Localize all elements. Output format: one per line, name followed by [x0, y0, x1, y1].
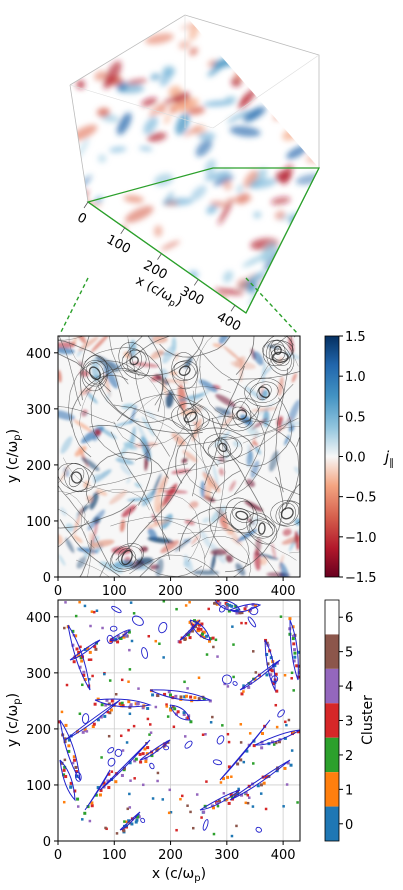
j-parallel-panel: 0 100 200 300 400 0 100 200 300 400 y (c/ωp) [5, 335, 301, 599]
connector-left [59, 277, 89, 335]
mid-x-tick-label: 400 [271, 584, 296, 599]
cube-x-tick [157, 253, 162, 260]
bot-x-tick-label: 200 [158, 848, 183, 863]
mid-x-tick-label: 100 [102, 584, 127, 599]
colorbar-cluster-segment [325, 634, 339, 669]
mid-x-tick-label: 200 [158, 584, 183, 599]
bot-x-axis-label: x (c/ωp) [152, 866, 206, 884]
colorbar-cluster-tick-label: 5 [345, 646, 353, 661]
colorbar-cluster-segment [325, 668, 339, 704]
colorbar-cluster-tick-label: 1 [345, 783, 353, 798]
colorbar-cluster-segment [325, 806, 339, 841]
colorbar-cluster-tick-label: 3 [345, 715, 353, 730]
cube-x-tick [230, 305, 236, 312]
colorbar-j-tick-label: 0.0 [345, 451, 366, 466]
mid-y-axis-label: y (c/ωp) [5, 429, 23, 483]
cube-x-tick-label: 100 [104, 232, 133, 257]
bot-x-tick-label: 100 [102, 848, 127, 863]
colorbar-cluster-segment [325, 600, 339, 635]
mid-y-tick-label: 400 [26, 347, 51, 362]
mid-y-tick-label: 0 [43, 571, 51, 586]
bot-y-tick-label: 300 [26, 667, 51, 682]
colorbar-j-tick-label: −0.5 [345, 491, 377, 506]
colorbar-cluster-segment [325, 772, 339, 807]
cube-x-tick [193, 279, 199, 286]
cube-x-tick-label: 400 [214, 310, 243, 335]
mid-y-tick-label: 300 [26, 403, 51, 418]
cube-x-tick-label: 0 [74, 210, 88, 227]
bot-y-tick-label: 0 [43, 835, 51, 850]
colorbar-cluster-tick-label: 6 [345, 611, 353, 626]
colorbar-cluster-segment [325, 703, 339, 738]
bot-y-tick-label: 200 [26, 723, 51, 738]
bot-x-tick-label: 300 [214, 848, 239, 863]
colorbar-j-tick-label: −1.0 [345, 531, 377, 546]
colorbar-cluster-tick-label: 0 [345, 818, 353, 833]
bot-y-tick-label: 400 [26, 611, 51, 626]
bot-y-tick-label: 100 [26, 779, 51, 794]
mid-x-tick-label: 300 [214, 584, 239, 599]
cube-x-tick [120, 227, 126, 235]
colorbar-cluster-tick-label: 2 [345, 749, 353, 764]
colorbar-j-label: j∥ [383, 448, 394, 469]
cluster-panel: 0 100 200 300 400 0 100 200 300 400 y (c/ωp) x (c… [5, 599, 301, 884]
colorbar-j-tick-label: 0.5 [345, 410, 366, 425]
colorbar-cluster-tick-label: 4 [345, 680, 353, 695]
colorbar-cluster-label: Cluster [360, 695, 376, 745]
bot-y-axis-label: y (c/ωp) [5, 693, 23, 747]
j-parallel-colorbar: 1.5 1.0 0.5 0.0 −0.5 −1.0 −1.5 j∥ [324, 330, 394, 586]
colorbar-j-tick-label: 1.5 [345, 330, 366, 345]
mid-x-tick-label: 0 [54, 584, 62, 599]
mid-y-tick-label: 200 [26, 459, 51, 474]
cluster-colorbar: 6 5 4 3 2 1 0 Cluster [324, 599, 376, 842]
colorbar-j-tick-label: −1.5 [345, 571, 377, 586]
bot-x-tick-label: 0 [54, 848, 62, 863]
connector-right [245, 277, 299, 335]
mid-y-tick-label: 100 [26, 515, 51, 530]
cube-x-tick [83, 201, 89, 209]
bot-x-tick-label: 400 [271, 848, 296, 863]
colorbar-j-tick-label: 1.0 [345, 370, 366, 385]
colorbar-cluster-segment [325, 737, 339, 773]
